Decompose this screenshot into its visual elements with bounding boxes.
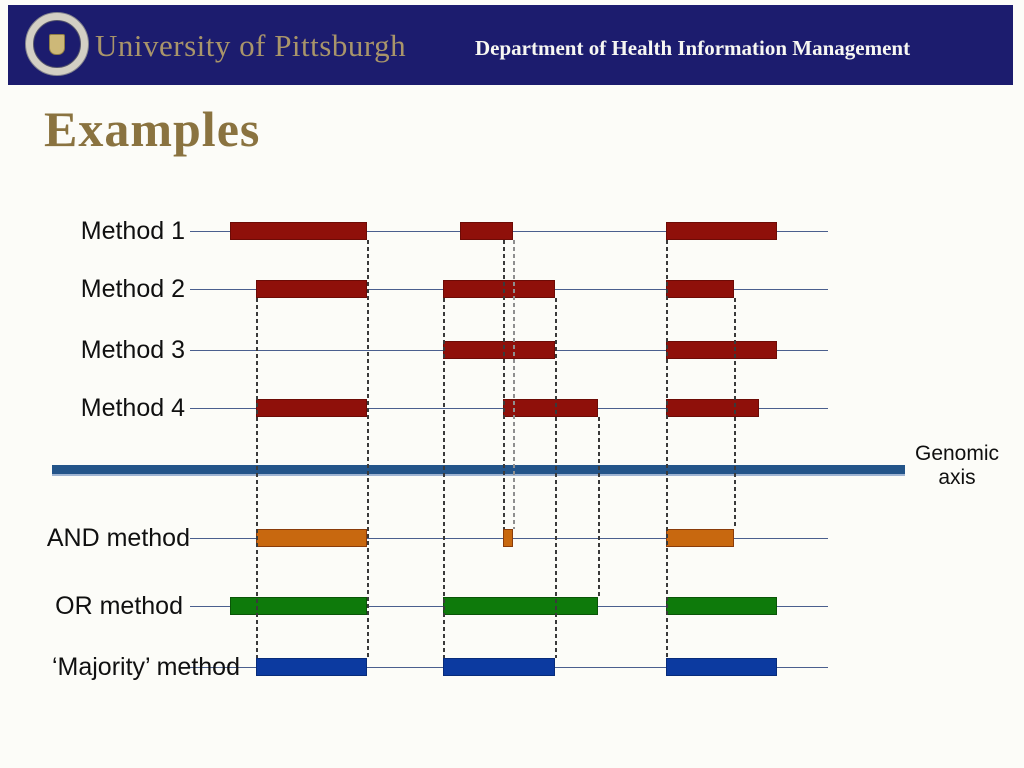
track-label: Method 2	[80, 275, 185, 303]
interval-bar	[230, 222, 367, 240]
interval-bar	[256, 529, 367, 547]
interval-bar	[443, 597, 598, 615]
dashed-connector	[443, 298, 445, 658]
interval-bar	[443, 658, 555, 676]
interval-bar	[666, 399, 759, 417]
interval-bar	[460, 222, 513, 240]
interval-bar	[256, 280, 367, 298]
department-name: Department of Health Information Managem…	[475, 36, 911, 60]
interval-bar	[666, 597, 777, 615]
track-label: AND method	[46, 524, 190, 552]
slide-title: Examples	[44, 101, 261, 157]
interval-bar	[666, 529, 734, 547]
interval-bar	[256, 658, 367, 676]
genomic-axis	[52, 465, 905, 476]
pitt-seal-icon	[25, 12, 89, 76]
interval-bar	[666, 280, 734, 298]
dashed-connector	[513, 240, 515, 529]
dashed-connector	[666, 240, 668, 658]
dashed-connector	[555, 298, 557, 658]
interval-bar	[503, 529, 513, 547]
interval-bar	[666, 341, 777, 359]
dashed-connector	[734, 298, 736, 529]
track-label: Method 4	[80, 394, 185, 422]
pitt-shield-icon	[49, 33, 65, 55]
genomic-axis-label: Genomic axis	[914, 442, 1000, 490]
interval-bar	[443, 341, 555, 359]
track-label: OR method	[55, 592, 183, 620]
dashed-connector	[256, 298, 258, 658]
dashed-connector	[503, 240, 505, 529]
track-label: Method 1	[80, 217, 185, 245]
dashed-connector	[598, 417, 600, 597]
interval-bar	[666, 222, 777, 240]
track-label: ‘Majority’ method	[51, 653, 240, 681]
interval-bar	[666, 658, 777, 676]
interval-bar	[256, 399, 367, 417]
interval-bar	[443, 280, 555, 298]
dashed-connector	[367, 240, 369, 658]
header-bar: University of Pittsburgh Department of H…	[8, 5, 1013, 85]
interval-bar	[230, 597, 367, 615]
university-name: University of Pittsburgh	[95, 28, 407, 63]
track-label: Method 3	[80, 336, 185, 364]
pitt-seal-inner	[33, 20, 81, 68]
interval-bar	[503, 399, 598, 417]
